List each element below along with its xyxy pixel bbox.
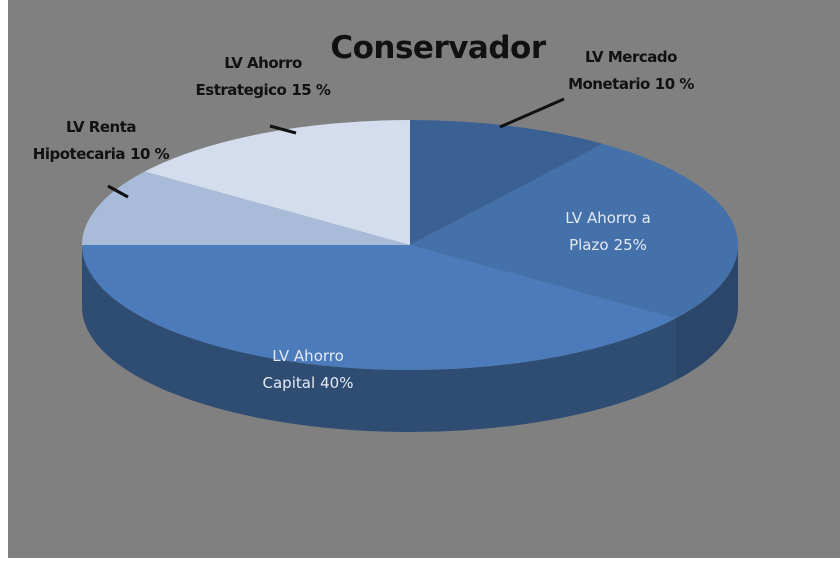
leader-line bbox=[499, 97, 565, 129]
chart-title: Conservador bbox=[330, 30, 546, 66]
pie-slice bbox=[410, 143, 738, 319]
category-label: LV Mercado Monetario bbox=[568, 48, 677, 93]
category-label: LV Ahorro a Plazo bbox=[565, 209, 651, 254]
value-label: 15 % bbox=[291, 81, 331, 99]
category-label: LV Ahorro Capital bbox=[262, 347, 344, 392]
data-label: LV Ahorro a Plazo 25% bbox=[533, 205, 683, 259]
pie-slice bbox=[82, 171, 410, 245]
data-label: LV Renta Hipotecaria 10 % bbox=[26, 114, 176, 168]
data-label: LV Ahorro Capital 40% bbox=[228, 343, 388, 397]
value-label: 10 % bbox=[130, 145, 170, 163]
pie-slice bbox=[144, 120, 410, 245]
value-label: 10 % bbox=[654, 75, 695, 93]
leader-line bbox=[107, 184, 129, 199]
value-label: 25% bbox=[613, 236, 647, 254]
category-label: LV Renta Hipotecaria bbox=[32, 118, 137, 163]
pie-slice bbox=[82, 245, 676, 370]
leader-line bbox=[269, 124, 297, 135]
category-label: LV Ahorro Estrategico bbox=[195, 54, 303, 99]
pie-side bbox=[82, 245, 676, 432]
chart: Conservador LV Mercado Monetario 10 % LV A… bbox=[8, 0, 840, 558]
pie-canvas bbox=[82, 97, 738, 432]
data-label: LV Mercado Monetario 10 % bbox=[556, 44, 706, 98]
data-label: LV Ahorro Estrategico 15 % bbox=[183, 50, 343, 104]
value-label: 40% bbox=[320, 374, 354, 392]
pie-slice bbox=[410, 120, 603, 245]
pie-side bbox=[675, 245, 738, 381]
